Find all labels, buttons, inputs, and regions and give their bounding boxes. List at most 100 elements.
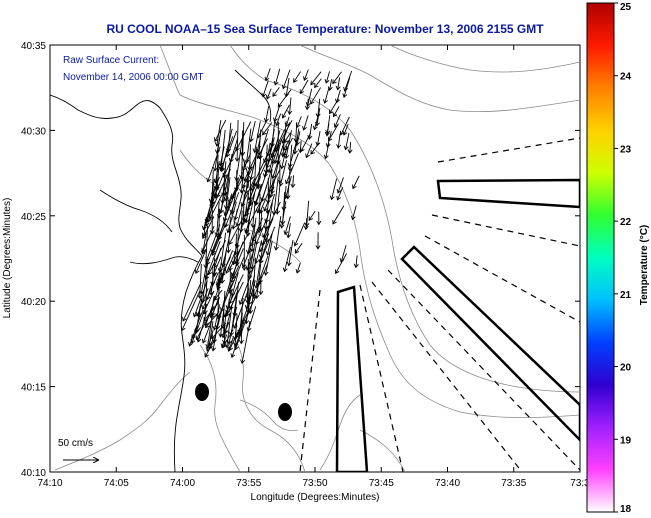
current-vector (241, 162, 256, 189)
current-vector (246, 306, 257, 332)
current-vector (335, 77, 341, 91)
current-vector (263, 144, 273, 164)
current-vector (303, 69, 309, 81)
current-vector (260, 162, 275, 203)
current-vector (342, 123, 349, 136)
current-vector (261, 80, 269, 98)
current-vector (323, 87, 330, 104)
current-vector (202, 290, 215, 316)
map-layer (50, 45, 580, 472)
current-vector (279, 201, 287, 229)
current-vector (300, 132, 312, 153)
current-vector (217, 191, 227, 219)
current-vector (334, 253, 348, 275)
current-vector (228, 207, 249, 246)
current-vector (299, 79, 309, 95)
current-vector (228, 332, 238, 352)
current-vector (262, 201, 281, 239)
x-axis-ticks: 74:10 74:05 74:00 73:55 73:50 73:45 73:40 73:35… (37, 45, 590, 489)
current-vector (304, 200, 310, 228)
x-tick-label: 74:05 (104, 478, 129, 489)
x-tick-label: 73:45 (369, 478, 394, 489)
current-vector (256, 138, 268, 160)
current-vector (281, 69, 291, 90)
current-vector (245, 248, 255, 271)
current-vector (214, 119, 227, 143)
current-vector (225, 249, 237, 274)
current-vector (314, 78, 322, 89)
current-vector (226, 201, 237, 234)
x-tick-label: 74:10 (37, 478, 62, 489)
current-vector (325, 123, 331, 135)
current-vector (247, 280, 256, 306)
current-vector (324, 71, 331, 84)
scale-arrow-label: 50 cm/s (58, 438, 93, 449)
current-vector (257, 119, 268, 139)
current-vector (277, 89, 292, 108)
current-vector (287, 97, 293, 115)
x-tick-label: 73:40 (435, 478, 460, 489)
current-vector (201, 272, 219, 310)
current-vector (224, 192, 240, 228)
current-vector (350, 205, 357, 221)
current-vector (213, 289, 223, 301)
current-vector (219, 136, 234, 172)
current-vector (264, 68, 271, 82)
legend-line-2: November 14, 2006 00:00 GMT (63, 72, 204, 83)
y-tick-label: 40:25 (21, 212, 46, 223)
current-vector (316, 211, 322, 226)
current-vector (211, 176, 220, 198)
current-vector (269, 154, 281, 195)
current-vector (238, 265, 255, 306)
current-vector (233, 184, 246, 221)
current-vector (290, 175, 296, 189)
current-vector (312, 113, 320, 131)
current-vector (273, 68, 281, 86)
legend-line-1: Raw Surface Current: (63, 55, 159, 66)
current-vector (283, 216, 291, 236)
current-vector (218, 146, 225, 167)
current-vector (230, 248, 244, 277)
current-vector (230, 177, 244, 200)
colorbar-label: Temperature (°C) (639, 225, 650, 306)
sector-wedges (335, 178, 580, 472)
x-tick-label: 73:35 (501, 478, 526, 489)
current-vector (315, 232, 321, 250)
current-vector (222, 329, 234, 349)
coastline (50, 69, 272, 472)
y-tick-label: 40:30 (21, 126, 46, 137)
current-vector (255, 217, 268, 245)
current-vector (216, 282, 233, 320)
x-tick-label: 73:3 (570, 478, 590, 489)
x-tick-label: 73:50 (302, 478, 327, 489)
x-axis-label: Longitude (Degrees:Minutes) (251, 492, 380, 503)
current-vector (265, 138, 279, 169)
colorbar (586, 2, 615, 513)
current-vector (242, 153, 252, 172)
current-vector (343, 132, 350, 151)
current-vector (228, 232, 249, 272)
surface-current-vectors (180, 68, 360, 365)
colorbar-tick-label: 24 (620, 72, 632, 83)
current-vector (201, 320, 212, 344)
current-vector (295, 262, 301, 274)
current-vector (347, 141, 353, 154)
current-vector (211, 226, 225, 257)
colorbar-tick-label: 20 (620, 363, 632, 374)
current-vector (197, 263, 203, 299)
current-vector (305, 143, 313, 159)
current-vector (220, 226, 232, 268)
colorbar-tick-label: 23 (620, 144, 632, 155)
current-vector (310, 87, 321, 105)
colorbar-tick-label: 19 (620, 435, 632, 446)
current-vector (244, 201, 251, 224)
current-vector (278, 160, 287, 187)
current-vector (265, 88, 272, 100)
current-vector (234, 120, 240, 162)
current-vector (208, 338, 214, 350)
current-vector (302, 115, 309, 131)
current-vector (294, 242, 303, 254)
current-vector (286, 222, 292, 239)
current-vector (247, 161, 267, 201)
